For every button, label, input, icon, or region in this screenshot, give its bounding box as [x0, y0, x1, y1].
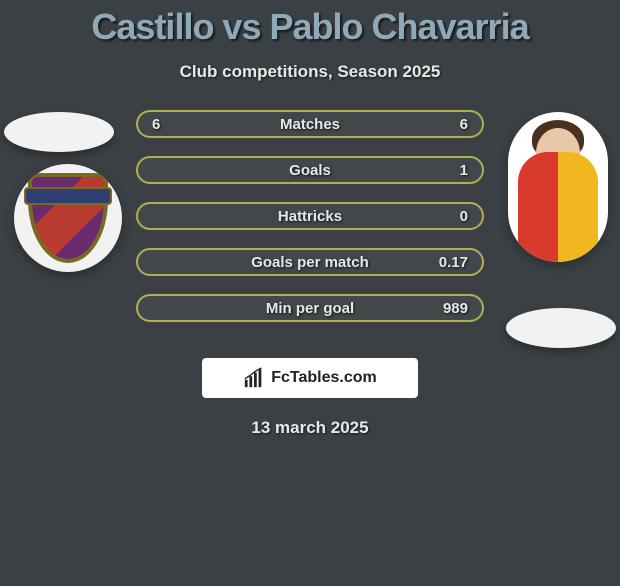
date-label: 13 march 2025: [0, 418, 620, 438]
stat-label: Min per goal: [138, 300, 482, 317]
stat-label: Hattricks: [138, 208, 482, 225]
subtitle: Club competitions, Season 2025: [0, 62, 620, 82]
stat-label: Goals per match: [138, 254, 482, 271]
right-player-avatar: [508, 112, 608, 262]
stat-row-goals-per-match: Goals per match 0.17: [136, 248, 484, 276]
left-oval-shadow: [4, 112, 114, 152]
stat-row-hattricks: Hattricks 0: [136, 202, 484, 230]
club-crest-icon: [28, 173, 108, 263]
stats-area: 6 Matches 6 Goals 1 Hattricks 0 Goals pe…: [0, 110, 620, 340]
stat-row-matches: 6 Matches 6: [136, 110, 484, 138]
stat-row-goals: Goals 1: [136, 156, 484, 184]
page-title: Castillo vs Pablo Chavarria: [0, 6, 620, 48]
stat-rows: 6 Matches 6 Goals 1 Hattricks 0 Goals pe…: [136, 110, 484, 322]
site-attribution: FcTables.com: [202, 358, 418, 398]
right-oval-shadow: [506, 308, 616, 348]
left-player-badge: [14, 164, 122, 272]
stat-label: Goals: [138, 162, 482, 179]
site-label: FcTables.com: [271, 369, 377, 387]
bar-chart-icon: [243, 367, 265, 389]
crest-band: [24, 187, 112, 205]
stat-label: Matches: [138, 116, 482, 133]
stat-row-min-per-goal: Min per goal 989: [136, 294, 484, 322]
